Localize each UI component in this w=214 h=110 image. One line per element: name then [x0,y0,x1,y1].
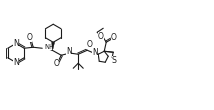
Text: O: O [98,32,104,41]
Text: N: N [92,48,98,57]
Text: S: S [112,56,117,65]
Text: O: O [86,40,92,49]
Text: H: H [67,47,71,52]
Polygon shape [52,42,55,50]
Text: O: O [26,33,32,42]
Text: O: O [53,59,59,68]
Text: N: N [66,47,72,56]
Text: N: N [13,58,19,67]
Text: O: O [111,33,117,42]
Text: N: N [13,39,19,48]
Text: NH: NH [44,44,54,50]
